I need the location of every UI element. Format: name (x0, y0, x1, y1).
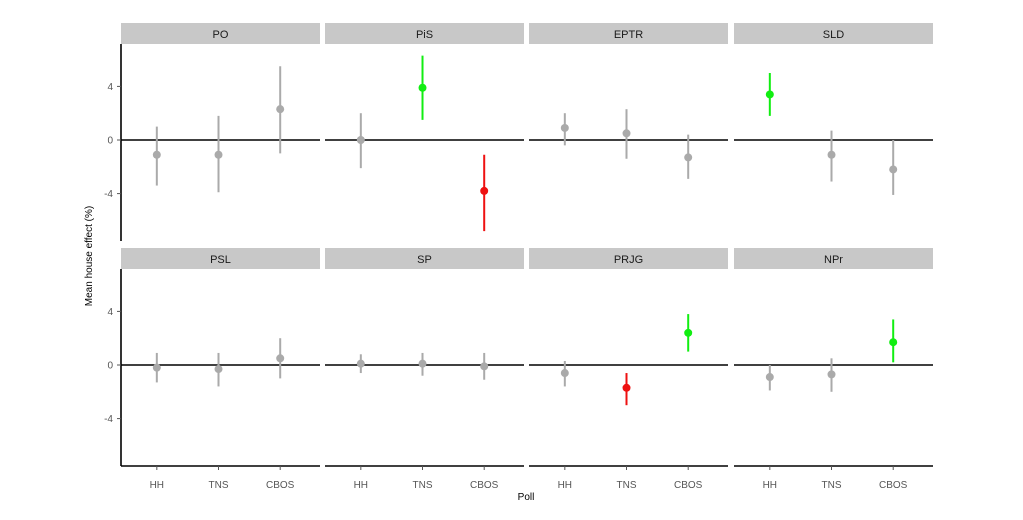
x-tick-label: CBOS (879, 480, 908, 491)
y-tick-label: 4 (107, 307, 113, 318)
x-tick-label: TNS (617, 480, 637, 491)
facet-strip (121, 23, 320, 44)
y-tick-label: 0 (107, 136, 113, 147)
data-point (684, 328, 693, 337)
data-point (356, 359, 365, 368)
data-point (418, 359, 427, 368)
data-point (418, 83, 427, 92)
data-point (827, 370, 836, 379)
data-point (889, 338, 898, 347)
data-point (276, 105, 285, 114)
facet-title: SLD (823, 29, 844, 41)
x-axis-label: Poll (518, 492, 535, 503)
x-tick-label: TNS (209, 480, 229, 491)
data-point (276, 354, 285, 363)
x-tick-label: CBOS (266, 480, 295, 491)
facet-strip (529, 248, 728, 269)
x-tick-label: HH (763, 480, 777, 491)
x-tick-label: HH (150, 480, 164, 491)
data-point (560, 369, 569, 378)
data-point (889, 165, 898, 174)
facet-title: PO (213, 29, 229, 41)
x-tick-label: TNS (413, 480, 433, 491)
facet-title: SP (417, 254, 432, 266)
x-tick-label: CBOS (674, 480, 703, 491)
facet-strip (734, 248, 933, 269)
data-point (622, 383, 631, 392)
data-point (480, 362, 489, 371)
facet-strip (529, 23, 728, 44)
x-tick-label: TNS (822, 480, 842, 491)
y-tick-label: 4 (107, 82, 113, 93)
y-tick-label: -4 (104, 189, 113, 200)
data-point (684, 153, 693, 162)
data-point (152, 150, 161, 159)
facet-title: PSL (210, 254, 231, 266)
panels-group: PO 4 0 -4 PiS EPTR SLD PSL 4 0 -4 HH TNS CBOS SP HH TNS C… (104, 23, 933, 491)
y-axis-label: Mean house effect (%) (84, 206, 95, 306)
y-tick-label: -4 (104, 414, 113, 425)
facet-title: EPTR (614, 29, 643, 41)
facet-strip (325, 248, 524, 269)
facet-strip (734, 23, 933, 44)
x-tick-label: HH (354, 480, 368, 491)
data-point (480, 186, 489, 195)
facet-title: PiS (416, 29, 433, 41)
facet-strip (325, 23, 524, 44)
data-point (214, 365, 223, 374)
y-tick-label: 0 (107, 361, 113, 372)
data-point (827, 150, 836, 159)
data-point (356, 136, 365, 144)
facet-title: NPr (824, 254, 843, 266)
facet-strip (121, 248, 320, 269)
data-point (765, 373, 774, 382)
facet-title: PRJG (614, 254, 643, 266)
data-point (622, 129, 631, 138)
x-tick-label: HH (558, 480, 572, 491)
data-point (214, 150, 223, 159)
data-point (560, 123, 569, 132)
data-point (152, 363, 161, 372)
data-point (765, 90, 774, 99)
x-tick-label: CBOS (470, 480, 499, 491)
